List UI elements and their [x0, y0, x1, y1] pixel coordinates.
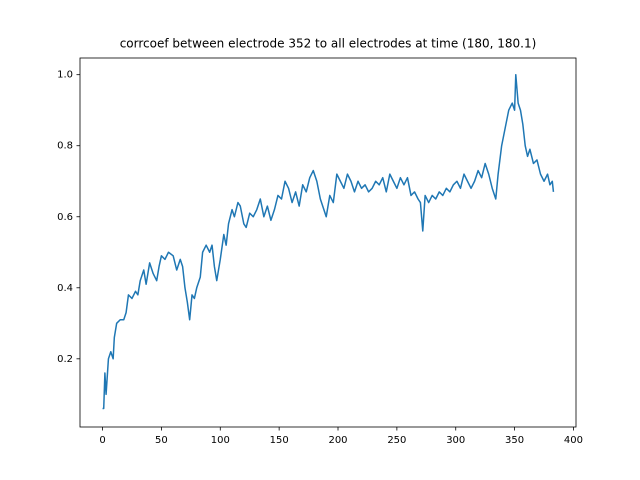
x-tick-label: 200 [328, 435, 347, 446]
x-tick-label: 50 [155, 435, 168, 446]
y-tick-label: 1.0 [57, 70, 73, 81]
x-tick-label: 150 [270, 435, 289, 446]
x-tick-label: 300 [446, 435, 465, 446]
y-tick-label: 0.4 [57, 283, 73, 294]
x-tick-label: 400 [564, 435, 583, 446]
x-tick-label: 100 [211, 435, 230, 446]
x-tick-label: 0 [99, 435, 105, 446]
plot-frame [79, 57, 577, 428]
data-line [102, 73, 555, 410]
y-tick-label: 0.2 [57, 354, 73, 365]
y-tick-label: 0.8 [57, 141, 73, 152]
x-tick-label: 250 [387, 435, 406, 446]
y-tick-label: 0.6 [57, 212, 73, 223]
chart-title: corrcoef between electrode 352 to all el… [120, 37, 537, 51]
x-tick-label: 350 [505, 435, 524, 446]
